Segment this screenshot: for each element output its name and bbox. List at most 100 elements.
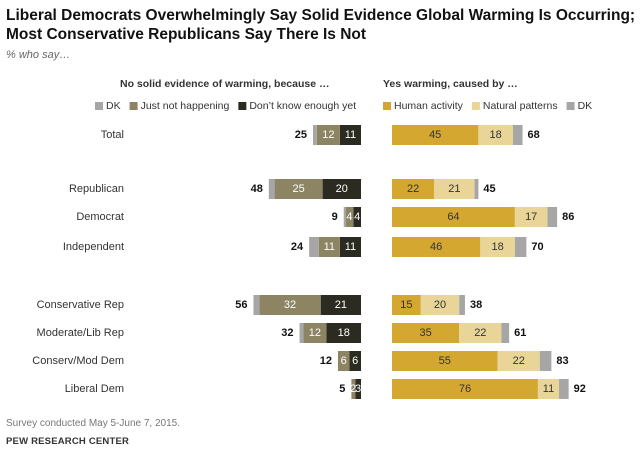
left-legend-swatch-just-not-happening (129, 102, 138, 110)
bar-left-dk-independent (309, 237, 319, 257)
bar-left-don-t-know-enough-yet-republican (322, 179, 361, 199)
total-left-independent: 24 (291, 241, 304, 253)
bar-left-just-not-happening-republican (274, 179, 323, 199)
chart-title-line-1: Liberal Democrats Overwhelmingly Say Sol… (6, 7, 636, 24)
value-left-just-not-happening-republican: 25 (292, 183, 304, 195)
total-left-republican: 48 (251, 183, 263, 195)
bar-right-human-activity-republican (392, 179, 435, 199)
bar-left-just-not-happening-moderate-lib-rep (303, 323, 327, 343)
value-left-don-t-know-enough-yet-conserv-mod-dem: 6 (352, 355, 358, 367)
right-legend-swatch-natural-patterns (471, 102, 480, 110)
value-right-human-activity-moderate-lib-rep: 35 (419, 327, 431, 339)
value-left-don-t-know-enough-yet-moderate-lib-rep: 18 (338, 327, 350, 339)
bar-left-just-not-happening-independent (318, 237, 340, 257)
value-right-natural-patterns-conserv-mod-dem: 22 (513, 355, 525, 367)
bar-left-don-t-know-enough-yet-democrat (353, 207, 361, 227)
value-right-human-activity-total: 45 (429, 129, 441, 141)
value-left-just-not-happening-moderate-lib-rep: 12 (309, 327, 321, 339)
bar-right-dk-independent (514, 237, 527, 257)
bar-right-dk-total (512, 125, 523, 145)
category-label-republican: Republican (69, 183, 124, 195)
value-right-natural-patterns-total: 18 (490, 129, 502, 141)
value-left-don-t-know-enough-yet-independent: 11 (345, 241, 356, 253)
left-legend-label-just-not-happening: Just not happening (141, 100, 230, 112)
total-left-moderate-lib-rep: 32 (281, 327, 293, 339)
total-right-conserv-mod-dem: 83 (556, 355, 568, 367)
bar-right-natural-patterns-independent (480, 237, 515, 257)
value-left-don-t-know-enough-yet-total: 11 (345, 129, 356, 141)
bar-left-just-not-happening-conserv-mod-dem (337, 351, 350, 371)
value-left-don-t-know-enough-yet-republican: 20 (336, 183, 348, 195)
bar-right-dk-democrat (547, 207, 558, 227)
right-legend-label-human-activity: Human activity (394, 100, 464, 112)
category-label-total: Total (101, 129, 124, 141)
value-left-don-t-know-enough-yet-democrat: 4 (354, 211, 360, 223)
value-right-natural-patterns-liberal-dem: 11 (543, 383, 554, 395)
total-right-liberal-dem: 92 (574, 383, 586, 395)
bar-left-just-not-happening-conservative-rep (259, 295, 321, 315)
bar-left-dk-republican (268, 179, 275, 199)
bar-right-human-activity-conservative-rep (392, 295, 421, 315)
category-label-liberal-dem: Liberal Dem (65, 383, 124, 395)
category-label-independent: Independent (63, 241, 124, 253)
bar-left-dk-total (313, 125, 317, 145)
value-right-human-activity-democrat: 64 (447, 211, 459, 223)
value-left-just-not-happening-democrat: 4 (346, 211, 352, 223)
right-legend-swatch-dk (566, 102, 575, 110)
value-right-natural-patterns-independent: 18 (491, 241, 503, 253)
chart-subtitle: % who say… (6, 49, 71, 61)
bar-right-natural-patterns-moderate-lib-rep (459, 323, 502, 343)
bar-left-dk-conservative-rep (253, 295, 260, 315)
value-right-natural-patterns-moderate-lib-rep: 22 (474, 327, 486, 339)
bar-left-don-t-know-enough-yet-conservative-rep (320, 295, 361, 315)
value-left-just-not-happening-total: 12 (322, 129, 334, 141)
bar-right-dk-republican (474, 179, 479, 199)
right-panel-header: Yes warming, caused by … (383, 78, 518, 90)
right-legend-label-dk: DK (578, 100, 593, 112)
bar-right-human-activity-independent (392, 237, 481, 257)
value-right-natural-patterns-democrat: 17 (525, 211, 537, 223)
bar-left-just-not-happening-total (316, 125, 340, 145)
bar-left-don-t-know-enough-yet-total (339, 125, 361, 145)
total-right-total: 68 (528, 129, 540, 141)
value-left-just-not-happening-liberal-dem: 2 (350, 383, 356, 395)
value-right-human-activity-conserv-mod-dem: 55 (439, 355, 451, 367)
category-label-moderate-lib-rep: Moderate/Lib Rep (37, 327, 124, 339)
total-right-conservative-rep: 38 (470, 299, 482, 311)
left-legend-label-dk: DK (106, 100, 121, 112)
left-panel-header: No solid evidence of warming, because … (120, 78, 329, 90)
bar-right-human-activity-moderate-lib-rep (392, 323, 460, 343)
chart-title-line-2: Most Conservative Republicans Say There … (6, 26, 367, 43)
bar-left-don-t-know-enough-yet-conserv-mod-dem (349, 351, 361, 371)
total-left-total: 25 (295, 129, 307, 141)
value-right-human-activity-independent: 46 (430, 241, 442, 253)
bar-right-natural-patterns-republican (434, 179, 475, 199)
bar-right-dk-moderate-lib-rep (501, 323, 510, 343)
total-left-liberal-dem: 5 (339, 383, 345, 395)
value-left-just-not-happening-conservative-rep: 32 (284, 299, 296, 311)
value-left-don-t-know-enough-yet-liberal-dem: 3 (355, 383, 361, 395)
total-right-republican: 45 (483, 183, 495, 195)
right-legend-label-natural-patterns: Natural patterns (483, 100, 558, 112)
chart-title: Liberal Democrats Overwhelmingly Say Sol… (6, 6, 636, 44)
source-credit: PEW RESEARCH CENTER (6, 436, 130, 447)
bar-right-dk-conservative-rep (459, 295, 465, 315)
total-left-conservative-rep: 56 (235, 299, 247, 311)
value-right-human-activity-conservative-rep: 15 (400, 299, 412, 311)
value-left-don-t-know-enough-yet-conservative-rep: 21 (335, 299, 347, 311)
bar-right-natural-patterns-liberal-dem (537, 379, 560, 399)
left-legend-label-don-t-know-enough-yet: Don’t know enough yet (249, 100, 356, 112)
total-left-democrat: 9 (332, 211, 338, 223)
left-legend-swatch-dk (95, 102, 103, 110)
bar-left-don-t-know-enough-yet-moderate-lib-rep (326, 323, 361, 343)
bar-right-human-activity-liberal-dem (392, 379, 538, 399)
total-right-independent: 70 (531, 241, 543, 253)
total-right-moderate-lib-rep: 61 (514, 327, 526, 339)
bar-right-natural-patterns-conserv-mod-dem (497, 351, 540, 371)
bar-right-human-activity-total (392, 125, 479, 145)
bar-right-natural-patterns-democrat (514, 207, 548, 227)
bar-left-dk-moderate-lib-rep (299, 323, 304, 343)
value-left-just-not-happening-independent: 11 (324, 241, 335, 253)
left-legend-swatch-don-t-know-enough-yet (238, 102, 247, 110)
